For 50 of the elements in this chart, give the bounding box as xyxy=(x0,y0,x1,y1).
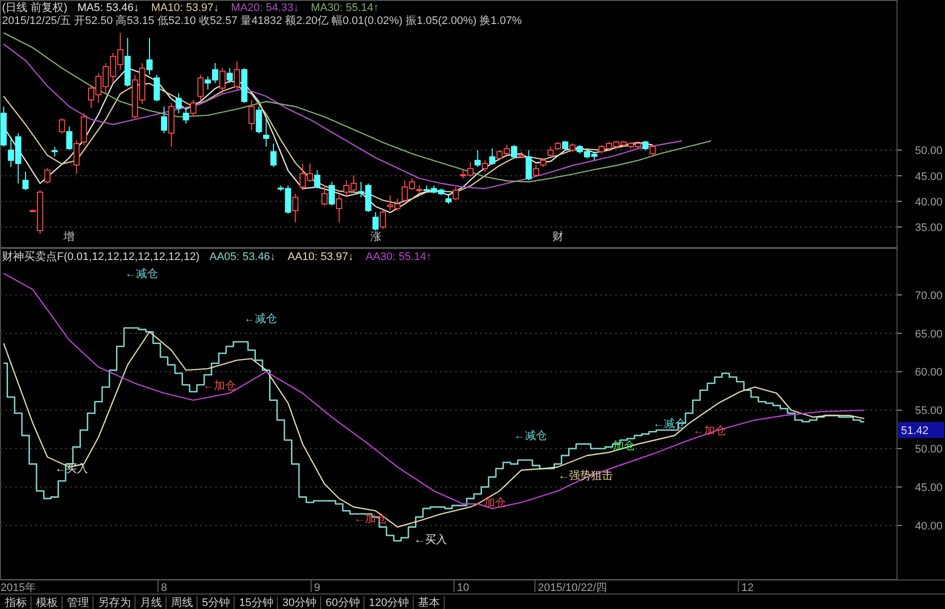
text: 管理 xyxy=(67,597,89,609)
annotation: 涨 xyxy=(370,231,382,243)
y-tick-label: 40.00 xyxy=(915,196,943,208)
text: 模板 xyxy=(36,597,58,609)
annotation: ←减仓 xyxy=(125,267,158,280)
text: 基本 xyxy=(418,596,440,609)
text: 51.42 xyxy=(901,425,929,437)
text: 月线 xyxy=(140,596,162,609)
annotation: 2015/12/25/五 开52.50 高53.15 低52.10 收52.57 量41832 额2.20亿 幅0.01(0.02%) 振1.05(2.00%) 换1.07% xyxy=(2,14,522,27)
annotation: ←减仓 xyxy=(514,429,547,442)
x-tick-label: 10 xyxy=(456,582,470,594)
annotation: ←加仓 xyxy=(473,496,506,509)
y-tick-label: 65.00 xyxy=(915,328,943,340)
y-tick-label: 70.00 xyxy=(915,290,943,302)
text: MA5: 53.46↓ xyxy=(77,2,140,14)
text: 周线 xyxy=(171,596,193,609)
text: 60分钟 xyxy=(326,597,360,609)
text: MA20: 54.33↓ xyxy=(231,2,299,14)
annotation: ←买入 xyxy=(414,533,447,546)
text: MA10: 53.97↓ xyxy=(151,2,220,14)
y-tick-label: 35.00 xyxy=(915,222,943,234)
chart-title: (日线 前复权) xyxy=(2,1,68,14)
text: AA30: 55.14↑ xyxy=(366,251,432,263)
x-tick-label: 9 xyxy=(314,582,320,594)
annotation: 增 xyxy=(62,231,74,243)
y-tick-label: 45.00 xyxy=(915,482,943,494)
text: 120分钟 xyxy=(368,597,410,609)
y-tick-label: 40.00 xyxy=(915,520,943,532)
x-tick-label: 2015年 xyxy=(0,582,36,594)
text: 30分钟 xyxy=(282,597,317,609)
text: AA10: 53.97↓ xyxy=(288,251,354,263)
y-tick-label: 50.00 xyxy=(915,145,943,158)
annotation: ←减仓 xyxy=(244,312,277,325)
y-tick-label: 50.00 xyxy=(915,444,943,456)
text: 5分钟 xyxy=(202,597,230,609)
annotation: ←买入 xyxy=(55,462,88,475)
text: 指标 xyxy=(4,597,27,609)
y-tick-label: 45.00 xyxy=(915,170,943,183)
text: AA05: 53.46↓ xyxy=(210,251,276,263)
x-tick-label: 12 xyxy=(741,582,754,594)
y-tick-label: 55.00 xyxy=(915,405,943,418)
x-tick-label: 2015/10/22/四 xyxy=(538,582,608,594)
text: MA30: 55.14↑ xyxy=(310,2,379,14)
chart-title: 财神买卖点F(0.01,12,12,12,12,12,12,12) xyxy=(2,250,200,263)
annotation: ←加仓 xyxy=(203,379,236,392)
text: 15分钟 xyxy=(239,597,274,609)
annotation: 财 xyxy=(552,230,564,243)
y-tick-label: 60.00 xyxy=(915,366,943,379)
text: 另存为 xyxy=(98,596,131,609)
x-tick-label: 8 xyxy=(161,582,168,594)
